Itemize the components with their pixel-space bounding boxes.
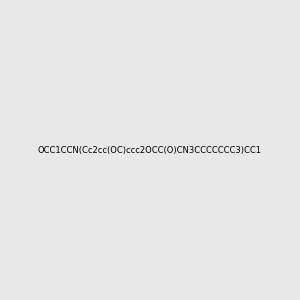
Text: OCC1CCN(Cc2cc(OC)ccc2OCC(O)CN3CCCCCCC3)CC1: OCC1CCN(Cc2cc(OC)ccc2OCC(O)CN3CCCCCCC3)C… (38, 146, 262, 154)
